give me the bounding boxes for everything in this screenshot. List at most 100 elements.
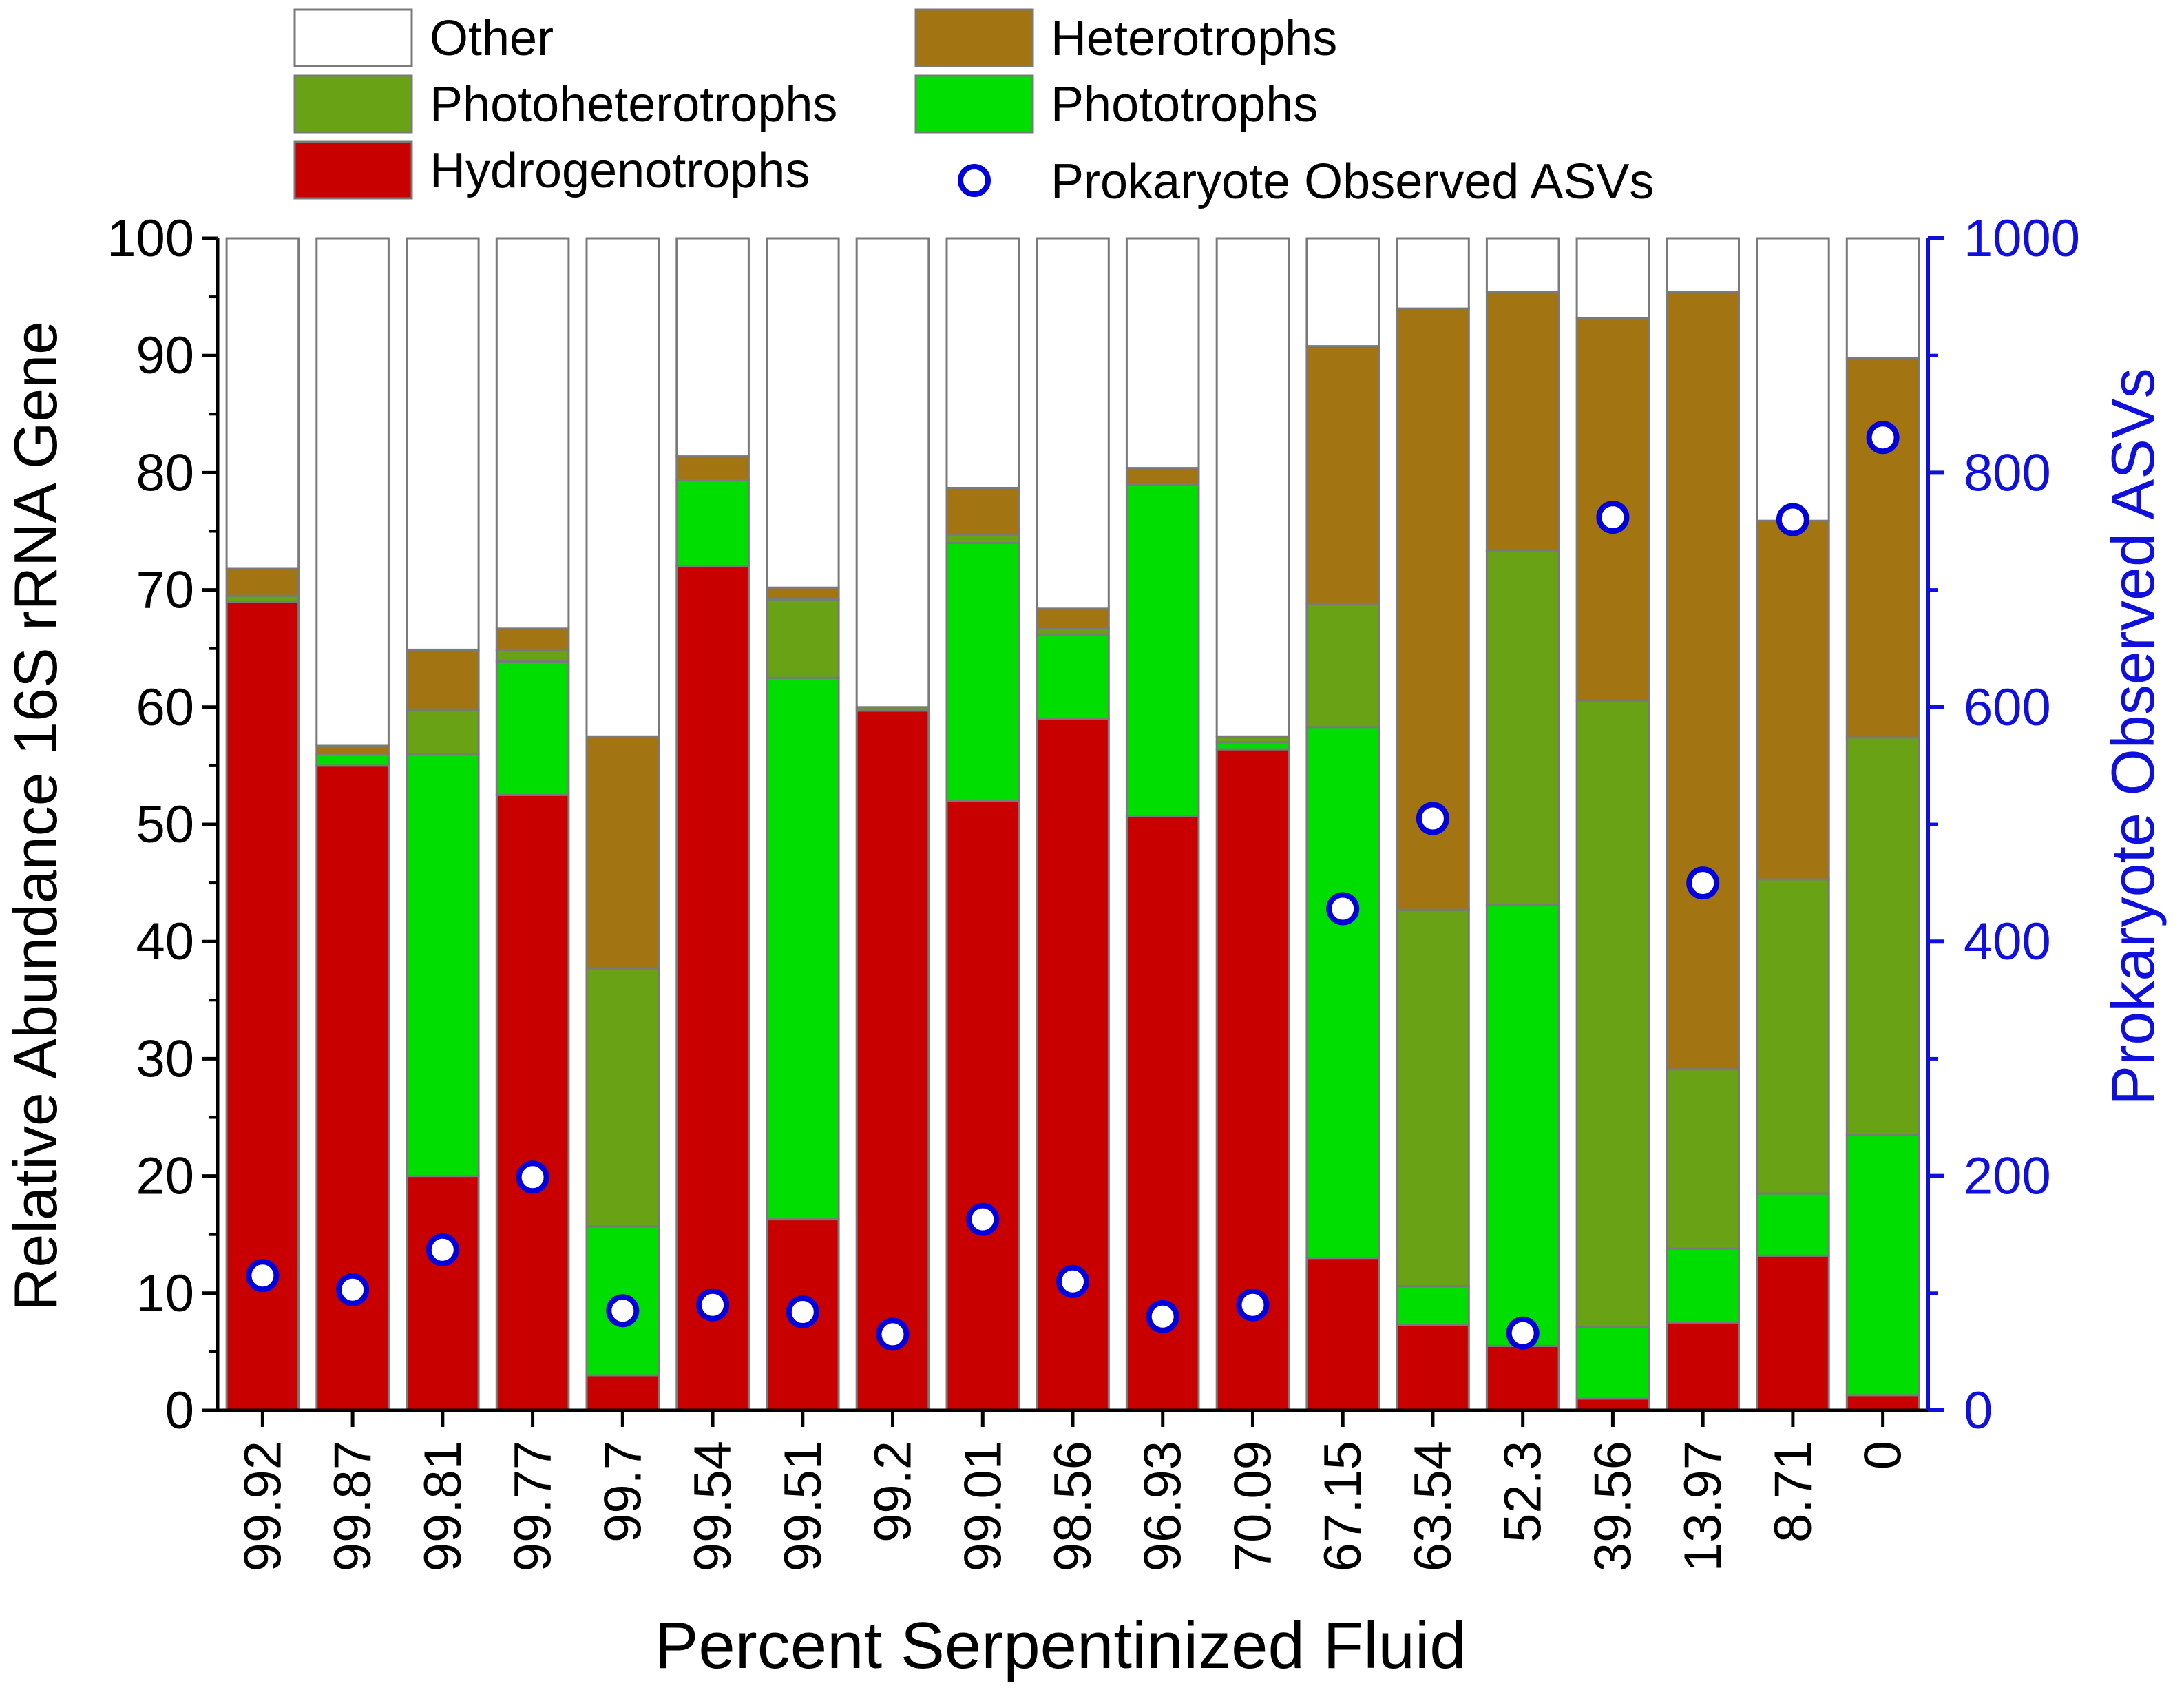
- x-tick-label: 99.87: [324, 1441, 382, 1572]
- asv-point: [696, 1288, 730, 1322]
- bar-segment-hydrogenotrophs: [406, 1175, 480, 1412]
- bar-segment-photoheterotrophs: [1845, 736, 1920, 1136]
- bar-segment-other: [225, 237, 300, 570]
- bar-segment-photoheterotrophs: [766, 598, 840, 679]
- bar-segment-other: [766, 237, 840, 589]
- x-tick-label: 96.93: [1134, 1441, 1193, 1572]
- bar-segment-other: [495, 237, 570, 630]
- bar-segment-heterotrophs: [1036, 607, 1110, 630]
- y2-tick-label: 600: [1964, 678, 2051, 737]
- bar-segment-other: [855, 237, 930, 709]
- bar-segment-photoheterotrophs: [1756, 878, 1830, 1195]
- bar-segment-other: [1575, 237, 1650, 320]
- legend-label-other: Other: [430, 11, 554, 66]
- bar-segment-heterotrophs: [1125, 467, 1200, 486]
- asv-point: [1776, 503, 1809, 536]
- bar-segment-phototrophs: [406, 753, 480, 1178]
- bar-segment-hydrogenotrophs: [1036, 718, 1110, 1412]
- bar-segment-phototrophs: [1845, 1134, 1920, 1397]
- y-tick-label: 10: [136, 1264, 194, 1323]
- asv-points: [246, 421, 1900, 1351]
- y2-tick-label: 200: [1964, 1147, 2051, 1206]
- bar-segment-phototrophs: [1666, 1247, 1740, 1324]
- bar-segment-hydrogenotrophs: [1845, 1394, 1920, 1412]
- bar-segment-phototrophs: [945, 542, 1020, 802]
- legend-marker-asvs: [958, 164, 991, 197]
- asv-point: [516, 1160, 549, 1194]
- bar-segment-other: [1305, 237, 1380, 348]
- bar-segment-other: [1036, 237, 1110, 610]
- bar-segment-heterotrophs: [1756, 519, 1830, 881]
- asv-point: [246, 1259, 280, 1293]
- bar-segment-other: [585, 237, 660, 738]
- bar-segment-other: [1845, 237, 1920, 359]
- legend-swatch-other: [293, 8, 413, 67]
- bar-segment-phototrophs: [675, 479, 750, 567]
- asv-point: [1236, 1288, 1270, 1322]
- asv-point: [1146, 1300, 1179, 1333]
- y-tick-label: 40: [136, 912, 194, 971]
- y-tick-label: 20: [136, 1147, 194, 1206]
- bar-segment-phototrophs: [1485, 904, 1560, 1347]
- bar-segment-hydrogenotrophs: [1396, 1324, 1470, 1412]
- asv-point: [786, 1295, 819, 1328]
- x-tick-label: 8.71: [1764, 1441, 1823, 1543]
- bar-segment-other: [1125, 237, 1200, 470]
- asv-point: [1506, 1316, 1540, 1350]
- legend-label-hydrogenotrophs: Hydrogenotrophs: [430, 143, 810, 198]
- asv-point: [426, 1233, 459, 1266]
- bar-segment-photoheterotrophs: [495, 648, 570, 663]
- bar-segment-photoheterotrophs: [1575, 700, 1650, 1328]
- bar-segment-phototrophs: [1305, 726, 1380, 1260]
- bar-segment-phototrophs: [766, 676, 840, 1221]
- bar-segment-hydrogenotrophs: [1485, 1344, 1560, 1412]
- x-tick-label: 99.77: [504, 1441, 563, 1572]
- bar-segment-heterotrophs: [1845, 357, 1920, 739]
- x-tick-label: 52.3: [1494, 1441, 1553, 1543]
- bar-segment-hydrogenotrophs: [855, 709, 930, 1412]
- bar-segment-hydrogenotrophs: [1575, 1397, 1650, 1412]
- bar-segment-phototrophs: [495, 660, 570, 796]
- y-tick-label: 60: [136, 678, 194, 737]
- y-tick-label: 30: [136, 1030, 194, 1088]
- bar-segment-hydrogenotrophs: [1305, 1257, 1380, 1412]
- bar-segment-other: [406, 237, 480, 651]
- bar-stacks: [225, 237, 1920, 1412]
- x-tick-label: 99.54: [684, 1441, 742, 1572]
- legend-label-phototrophs: Phototrophs: [1051, 77, 1318, 132]
- y2-tick-label: 800: [1964, 444, 2051, 502]
- bar-segment-hydrogenotrophs: [1756, 1254, 1830, 1412]
- bar-segment-other: [1756, 237, 1830, 522]
- y-axis-title: Relative Abundance 16S rRNA Gene: [1, 321, 70, 1311]
- x-axis-title: Percent Serpentinized Fluid: [654, 1609, 1466, 1682]
- bar-segment-heterotrophs: [1305, 345, 1380, 605]
- y-tick-label: 80: [136, 444, 194, 502]
- bar-segment-heterotrophs: [675, 455, 750, 481]
- bar-segment-heterotrophs: [1666, 291, 1740, 1071]
- y-tick-label: 70: [136, 561, 194, 620]
- bar-segment-phototrophs: [315, 753, 390, 767]
- y-tick-label: 50: [136, 795, 194, 854]
- bar-segment-phototrophs: [1036, 633, 1110, 720]
- bar-segment-phototrophs: [1215, 741, 1290, 751]
- y2-axis-title: Prokaryote Observed ASVs: [2099, 368, 2167, 1105]
- x-tick-label: 39.56: [1584, 1441, 1642, 1572]
- legend-label-photoheterotrophs: Photoheterotrophs: [430, 77, 837, 132]
- bar-segment-other: [1666, 237, 1740, 293]
- y2-tick-label: 400: [1964, 912, 2051, 971]
- bar-segment-heterotrophs: [945, 487, 1020, 536]
- x-tick-label: 63.54: [1404, 1441, 1462, 1572]
- bar-segment-photoheterotrophs: [1666, 1068, 1740, 1250]
- bar-segment-phototrophs: [1756, 1192, 1830, 1257]
- legend-label-asvs: Prokaryote Observed ASVs: [1051, 154, 1654, 209]
- legend: Other Heterotrophs Photoheterotrophs Photot…: [293, 8, 1654, 209]
- x-tick-label: 99.2: [864, 1441, 923, 1543]
- bar-segment-other: [945, 237, 1020, 489]
- bar-segment-photoheterotrophs: [1485, 550, 1560, 906]
- bar-segment-hydrogenotrophs: [585, 1374, 660, 1412]
- bar-segment-heterotrophs: [495, 627, 570, 651]
- bar-segment-other: [1396, 237, 1470, 310]
- x-tick-label: 99.51: [774, 1441, 832, 1572]
- asv-point: [1866, 421, 1900, 455]
